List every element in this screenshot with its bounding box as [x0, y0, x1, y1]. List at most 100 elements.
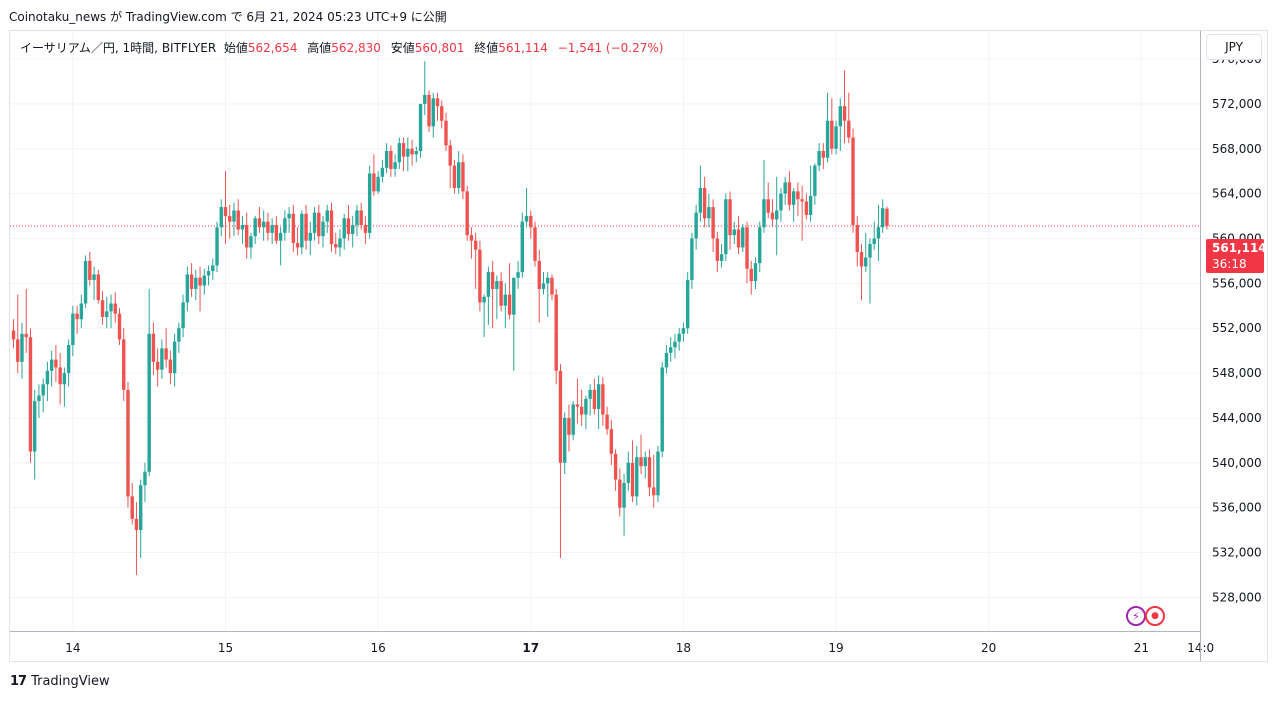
x-tick-label: 14	[65, 641, 80, 655]
candle-body	[804, 201, 809, 215]
candle-body	[758, 227, 762, 264]
candle-body	[563, 417, 567, 463]
candle-body	[245, 225, 249, 248]
candle-body	[431, 98, 435, 127]
y-tick-label: 568,000	[1212, 142, 1262, 156]
candle-body	[664, 352, 669, 368]
candle-body	[20, 333, 24, 362]
candle-body	[732, 229, 736, 236]
candle-body	[134, 518, 139, 531]
candle-body	[660, 367, 664, 452]
candle-body	[753, 263, 758, 282]
candle-body	[838, 106, 842, 127]
candle-body	[274, 225, 279, 241]
candle-body	[393, 162, 397, 169]
candle-body	[308, 232, 312, 241]
candle-body	[240, 225, 245, 230]
candle-body	[736, 229, 741, 248]
legend-symbol[interactable]: イーサリアム／円, 1時間, BITFLYER	[20, 41, 217, 55]
candle-body	[452, 165, 457, 189]
candle-body	[359, 210, 363, 226]
candle-body	[92, 274, 96, 280]
candle-body	[16, 339, 20, 362]
candle-body	[96, 274, 100, 301]
candle-body	[54, 359, 58, 368]
candle-body	[601, 384, 605, 415]
candle-body	[558, 370, 563, 463]
record-icon[interactable]: ●	[1145, 606, 1165, 626]
candle-body	[223, 207, 228, 217]
candle-body	[219, 207, 223, 228]
legend-change: −1,541 (−0.27%)	[557, 41, 664, 55]
candle-body	[228, 216, 232, 222]
candle-body	[507, 294, 512, 315]
candle-body	[864, 257, 868, 267]
candle-body	[427, 94, 431, 127]
candle-body	[249, 236, 253, 248]
candle-body	[384, 151, 389, 168]
candle-body	[321, 221, 325, 237]
currency-button[interactable]: JPY	[1206, 34, 1262, 60]
candle-body	[206, 271, 211, 276]
candle-body	[524, 216, 529, 222]
candle-body	[550, 277, 554, 295]
y-tick-label: 556,000	[1212, 276, 1262, 290]
candle-body	[41, 384, 45, 396]
candle-body	[775, 210, 779, 220]
tradingview-logo[interactable]: 17 TradingView	[10, 674, 110, 689]
candle-body	[79, 303, 84, 320]
candle-body	[465, 191, 469, 236]
candle-body	[677, 333, 681, 342]
candle-body	[185, 274, 190, 303]
legend-close-label: 終値	[474, 41, 499, 55]
candle-body	[177, 328, 181, 342]
candle-body	[181, 302, 185, 329]
candle-body	[834, 126, 838, 149]
axes: 576,000572,000568,000564,000560,000556,0…	[10, 31, 1262, 661]
candle-body	[33, 401, 37, 452]
candle-body	[172, 341, 177, 374]
candle-body	[821, 151, 826, 158]
lightning-icon[interactable]: ⚡	[1126, 606, 1146, 626]
candle-body	[139, 485, 143, 531]
candle-body	[211, 265, 215, 271]
candle-body	[681, 328, 686, 334]
candle-body	[652, 487, 656, 496]
candle-body	[338, 238, 342, 248]
y-tick-label: 532,000	[1212, 545, 1262, 559]
candle-body	[876, 227, 881, 239]
candle-body	[495, 281, 499, 289]
candle-body	[707, 207, 711, 219]
chart-frame[interactable]	[9, 30, 1268, 662]
candle-body	[639, 457, 643, 467]
candle-body	[423, 94, 427, 104]
candle-body	[164, 348, 168, 360]
candle-body	[261, 221, 266, 228]
candle-body	[571, 404, 575, 435]
candle-body	[685, 279, 690, 329]
candle-body	[28, 337, 33, 452]
candle-body	[885, 208, 889, 226]
x-tick-label: 19	[828, 641, 843, 655]
candle-body	[825, 120, 830, 158]
candle-body	[469, 235, 474, 241]
candle-body	[690, 238, 694, 280]
candle-body	[143, 471, 147, 486]
candle-body	[155, 361, 160, 370]
candle-body	[554, 294, 558, 371]
candle-body	[749, 268, 753, 282]
candle-body	[516, 272, 520, 278]
y-tick-label: 552,000	[1212, 321, 1262, 335]
candle-body	[529, 216, 533, 228]
candle-body	[791, 191, 796, 205]
candle-body	[291, 213, 296, 243]
candle-body	[444, 120, 448, 146]
candle-body	[673, 341, 677, 348]
candle-body	[45, 370, 50, 385]
candle-body	[584, 398, 588, 415]
candle-body	[100, 300, 105, 317]
y-tick-label: 572,000	[1212, 97, 1262, 111]
candle-body	[609, 429, 614, 454]
x-tick-label: 15	[218, 641, 233, 655]
